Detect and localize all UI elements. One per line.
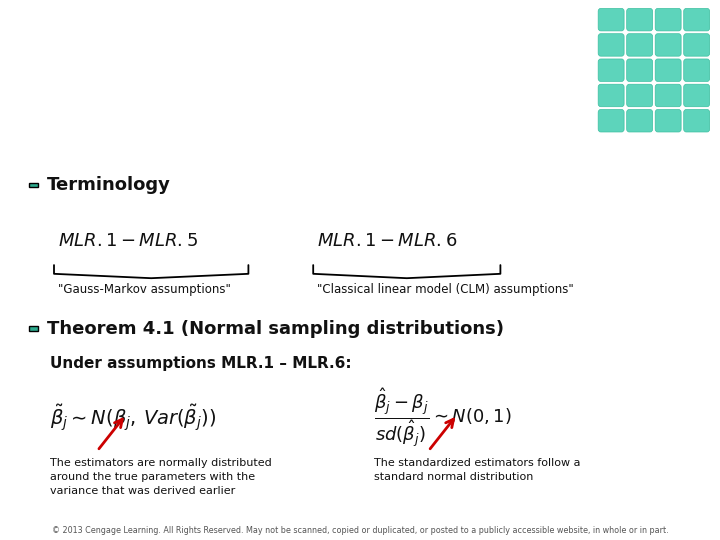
FancyBboxPatch shape <box>598 110 624 132</box>
FancyBboxPatch shape <box>655 33 681 56</box>
FancyBboxPatch shape <box>684 84 710 107</box>
FancyBboxPatch shape <box>598 33 624 56</box>
Text: Under assumptions MLR.1 – MLR.6:: Under assumptions MLR.1 – MLR.6: <box>50 356 352 371</box>
FancyBboxPatch shape <box>598 9 624 31</box>
Text: $\tilde{\beta}_j \sim N(\beta_j,\,Var(\tilde{\beta}_j))$: $\tilde{\beta}_j \sim N(\beta_j,\,Var(\t… <box>50 403 217 434</box>
Text: The standardized estimators follow a
standard normal distribution: The standardized estimators follow a sta… <box>374 458 581 482</box>
FancyBboxPatch shape <box>29 183 38 187</box>
FancyBboxPatch shape <box>626 9 652 31</box>
FancyBboxPatch shape <box>626 33 652 56</box>
FancyBboxPatch shape <box>655 9 681 31</box>
FancyBboxPatch shape <box>626 84 652 107</box>
FancyBboxPatch shape <box>626 59 652 82</box>
Text: Multiple Regression
Analysis: Inference: Multiple Regression Analysis: Inference <box>24 28 444 107</box>
FancyBboxPatch shape <box>684 59 710 82</box>
Text: "Gauss-Markov assumptions": "Gauss-Markov assumptions" <box>58 284 230 296</box>
Text: Terminology: Terminology <box>47 176 171 194</box>
FancyBboxPatch shape <box>626 110 652 132</box>
FancyBboxPatch shape <box>655 59 681 82</box>
Text: $\mathit{MLR.1-MLR.6}$: $\mathit{MLR.1-MLR.6}$ <box>317 232 457 251</box>
FancyBboxPatch shape <box>684 9 710 31</box>
FancyBboxPatch shape <box>655 110 681 132</box>
Text: © 2013 Cengage Learning. All Rights Reserved. May not be scanned, copied or dupl: © 2013 Cengage Learning. All Rights Rese… <box>52 526 668 535</box>
FancyBboxPatch shape <box>598 59 624 82</box>
FancyBboxPatch shape <box>29 327 38 331</box>
FancyBboxPatch shape <box>655 84 681 107</box>
Text: $\mathit{MLR.1-MLR.5}$: $\mathit{MLR.1-MLR.5}$ <box>58 232 197 251</box>
Text: $\dfrac{\hat{\beta}_j - \beta_j}{sd(\hat{\beta}_j)} \sim N(0,1)$: $\dfrac{\hat{\beta}_j - \beta_j}{sd(\hat… <box>374 387 512 450</box>
Text: The estimators are normally distributed
around the true parameters with the
vari: The estimators are normally distributed … <box>50 458 272 496</box>
FancyBboxPatch shape <box>684 110 710 132</box>
Text: Theorem 4.1 (Normal sampling distributions): Theorem 4.1 (Normal sampling distributio… <box>47 320 504 338</box>
Text: "Classical linear model (CLM) assumptions": "Classical linear model (CLM) assumption… <box>317 284 574 296</box>
FancyBboxPatch shape <box>684 33 710 56</box>
FancyBboxPatch shape <box>598 84 624 107</box>
